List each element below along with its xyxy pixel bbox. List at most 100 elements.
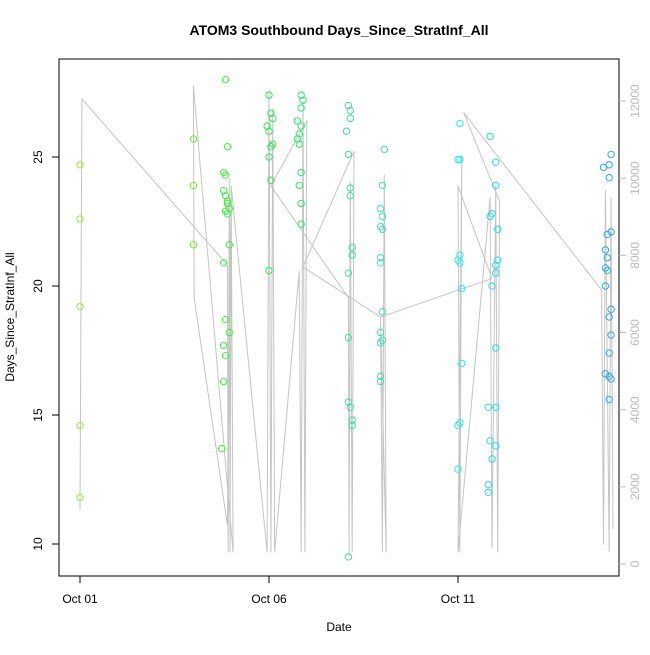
- point: [265, 91, 273, 99]
- point: [484, 480, 492, 489]
- point: [267, 143, 275, 151]
- point: [376, 339, 385, 347]
- y2-tick-label: 10000: [628, 161, 642, 195]
- y2-tick-label: 0: [628, 560, 642, 567]
- point: [492, 158, 500, 166]
- point: [492, 261, 500, 270]
- point: [189, 135, 198, 143]
- point: [454, 421, 462, 430]
- point: [456, 259, 464, 267]
- point: [344, 333, 353, 342]
- point: [454, 155, 462, 164]
- point: [221, 75, 230, 84]
- point: [378, 181, 387, 190]
- point: [458, 359, 466, 368]
- point: [601, 282, 610, 290]
- y2-tick-label: 4000: [628, 396, 642, 423]
- x-tick-label: Oct 06: [251, 592, 287, 606]
- point: [219, 377, 228, 386]
- point: [605, 349, 613, 357]
- point: [265, 266, 273, 275]
- point: [342, 127, 351, 135]
- point: [219, 341, 228, 350]
- point: [346, 192, 354, 200]
- point: [189, 241, 198, 249]
- y2-tick-label: 2000: [628, 473, 642, 500]
- point: [297, 199, 305, 208]
- point: [607, 150, 615, 159]
- point: [223, 199, 232, 208]
- point: [267, 176, 275, 184]
- point: [605, 395, 613, 404]
- point: [376, 253, 385, 262]
- point: [603, 253, 611, 262]
- point: [376, 204, 385, 213]
- altitude-line: [79, 85, 614, 557]
- point: [601, 246, 610, 254]
- point: [376, 372, 385, 381]
- point: [293, 135, 302, 143]
- point: [267, 109, 275, 117]
- point: [263, 122, 271, 130]
- point: [297, 220, 305, 228]
- point: [76, 421, 84, 430]
- y-tick-label: 20: [31, 279, 45, 293]
- point: [378, 308, 387, 316]
- point: [493, 225, 502, 233]
- point: [380, 145, 388, 153]
- point: [225, 204, 234, 213]
- point: [76, 161, 84, 169]
- point: [189, 181, 198, 190]
- point: [605, 313, 613, 321]
- point: [269, 114, 277, 123]
- point: [599, 163, 608, 172]
- point: [603, 230, 611, 239]
- point: [607, 305, 615, 313]
- point: [223, 210, 232, 218]
- x-axis-label: Date: [326, 620, 352, 634]
- point: [297, 104, 305, 112]
- point: [295, 181, 303, 190]
- point: [221, 315, 230, 324]
- point: [376, 377, 385, 386]
- y-tick-label: 10: [31, 537, 45, 551]
- y2-tick-label: 6000: [628, 319, 642, 346]
- point: [348, 421, 356, 430]
- point: [488, 455, 496, 463]
- point: [486, 437, 494, 445]
- point: [376, 259, 385, 267]
- point: [225, 328, 234, 337]
- x-tick-label: Oct 01: [62, 592, 98, 606]
- point: [218, 444, 226, 453]
- point: [297, 122, 305, 130]
- point: [492, 344, 500, 352]
- point: [219, 259, 228, 267]
- point: [346, 184, 354, 192]
- point: [458, 284, 466, 293]
- point: [601, 370, 610, 378]
- point: [493, 256, 502, 264]
- point: [219, 186, 228, 195]
- point: [492, 181, 500, 190]
- point: [221, 351, 230, 360]
- point: [223, 143, 232, 151]
- point: [221, 192, 230, 200]
- point: [344, 101, 353, 110]
- point: [607, 331, 615, 339]
- point: [484, 488, 492, 497]
- point: [295, 140, 303, 148]
- x-tick-label: Oct 11: [441, 592, 476, 606]
- point: [346, 114, 354, 123]
- point: [348, 251, 356, 259]
- point: [297, 91, 305, 99]
- point: [378, 225, 387, 233]
- point: [376, 328, 385, 337]
- point: [454, 465, 462, 473]
- point: [492, 403, 500, 411]
- point: [607, 375, 615, 383]
- plot-frame: [58, 58, 620, 577]
- y-tick-label: 15: [31, 408, 45, 422]
- point: [492, 442, 500, 450]
- point: [607, 228, 615, 236]
